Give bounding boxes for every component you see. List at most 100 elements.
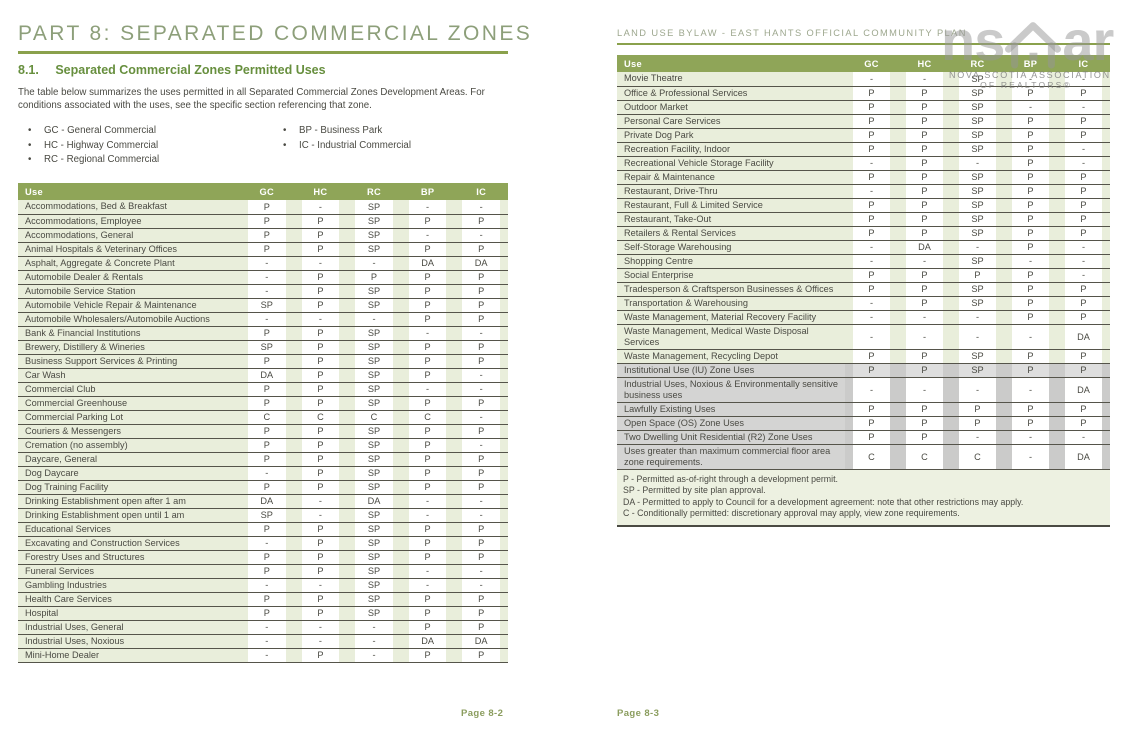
value-cell: DA (400, 634, 455, 649)
table-row: Commercial Parking Lot C C C C - (18, 410, 508, 425)
value-cell: P (400, 536, 455, 551)
column-header: IC (454, 183, 508, 200)
value-cell: P (898, 212, 951, 227)
value-cell: C (951, 444, 1004, 470)
use-cell: Business Support Services & Printing (18, 354, 240, 369)
value-cell: P (240, 452, 294, 467)
value-cell: - (845, 310, 898, 325)
zone-abbreviation-item: • BP - Business Park (283, 125, 411, 136)
table-row: Uses greater than maximum commercial flo… (617, 444, 1110, 470)
use-cell: Drinking Establishment open after 1 am (18, 494, 240, 509)
table-row: Social Enterprise P P P P - (617, 268, 1110, 283)
value-cell: - (1004, 377, 1057, 403)
table-row: Mini-Home Dealer - P - P P (18, 648, 508, 663)
table-row: Accommodations, General P P SP - - (18, 228, 508, 243)
table-row: Movie Theatre - - SP - - (617, 72, 1110, 87)
value-cell: P (1057, 128, 1110, 143)
section-heading: 8.1. Separated Commercial Zones Permitte… (18, 63, 508, 77)
value-cell: C (898, 444, 951, 470)
use-cell: Commercial Club (18, 382, 240, 397)
value-cell: - (293, 200, 348, 215)
value-cell: - (240, 312, 294, 327)
value-cell: - (951, 430, 1004, 445)
table-row: Automobile Wholesalers/Automobile Auctio… (18, 312, 508, 327)
value-cell: P (845, 212, 898, 227)
value-cell: P (293, 648, 348, 663)
use-cell: Social Enterprise (617, 268, 845, 283)
page-title: PART 8: SEPARATED COMMERCIAL ZONES (18, 22, 533, 45)
table-row: Waste Management, Medical Waste Disposal… (617, 324, 1110, 350)
table-row: Excavating and Construction Services - P SP… (18, 536, 508, 551)
value-cell: SP (347, 214, 401, 229)
value-cell: P (1057, 363, 1110, 378)
value-cell: - (1057, 156, 1110, 171)
value-cell: P (1004, 128, 1057, 143)
value-cell: P (293, 298, 348, 313)
legend-note: DA - Permitted to apply to Council for a… (623, 496, 1024, 507)
value-cell: C (293, 410, 348, 425)
table-row: Automobile Dealer & Rentals - P P P P (18, 270, 508, 285)
table-row: Waste Management, Material Recovery Faci… (617, 310, 1110, 325)
value-cell: P (454, 340, 508, 355)
value-cell: SP (347, 354, 401, 369)
value-cell: - (240, 256, 294, 271)
value-cell: DA (454, 256, 508, 271)
value-cell: SP (951, 72, 1004, 87)
use-cell: Daycare, General (18, 452, 240, 467)
value-cell: P (400, 620, 455, 635)
header-rule (617, 43, 1110, 45)
value-cell: DA (898, 240, 951, 255)
table-row: Outdoor Market P P SP - - (617, 100, 1110, 115)
value-cell: - (454, 494, 508, 509)
value-cell: P (400, 284, 455, 299)
value-cell: P (240, 326, 294, 341)
value-cell: SP (347, 284, 401, 299)
zone-abbreviation-label: RC - Regional Commercial (44, 154, 160, 165)
bullet-icon: • (283, 125, 287, 136)
value-cell: SP (347, 438, 401, 453)
table-row: Personal Care Services P P SP P P (617, 114, 1110, 129)
value-cell: - (347, 312, 401, 327)
use-cell: Accommodations, General (18, 228, 240, 243)
value-cell: SP (347, 326, 401, 341)
value-cell: P (293, 368, 348, 383)
value-cell: - (240, 634, 294, 649)
value-cell: SP (951, 349, 1004, 364)
table-row: Automobile Vehicle Repair & Maintenance S… (18, 298, 508, 313)
value-cell: - (400, 200, 455, 215)
value-cell: P (240, 550, 294, 565)
value-cell: SP (347, 592, 401, 607)
value-cell: P (240, 522, 294, 537)
value-cell: SP (347, 340, 401, 355)
table-row: Open Space (OS) Zone Uses P P P P P (617, 416, 1110, 431)
value-cell: P (1057, 86, 1110, 101)
value-cell: - (400, 326, 455, 341)
table-row: Repair & Maintenance P P SP P P (617, 170, 1110, 185)
use-cell: Accommodations, Bed & Breakfast (18, 200, 240, 215)
table-row: Restaurant, Full & Limited Service P P SP P P (617, 198, 1110, 213)
value-cell: - (293, 578, 348, 593)
value-cell: SP (951, 142, 1004, 157)
bullet-icon: • (28, 139, 32, 151)
value-cell: P (898, 170, 951, 185)
table-row: Retailers & Rental Services P P SP P P (617, 226, 1110, 241)
column-header: RC (347, 183, 401, 200)
column-header: Use (617, 55, 845, 72)
table-header: Use GC HC RC BP IC (18, 183, 508, 200)
value-cell: SP (347, 606, 401, 621)
value-cell: P (240, 606, 294, 621)
value-cell: SP (347, 480, 401, 495)
value-cell: P (400, 592, 455, 607)
column-header: HC (898, 55, 951, 72)
value-cell: SP (347, 424, 401, 439)
use-cell: Car Wash (18, 368, 240, 383)
use-cell: Restaurant, Take-Out (617, 212, 845, 227)
value-cell: - (1004, 444, 1057, 470)
value-cell: - (1004, 430, 1057, 445)
zone-abbreviation-column-left: • GC - General Commercial • HC - Highway Co… (18, 125, 273, 169)
value-cell: - (951, 324, 1004, 350)
use-cell: Institutional Use (IU) Zone Uses (617, 363, 845, 378)
value-cell: SP (347, 508, 401, 523)
use-cell: Industrial Uses, Noxious & Environmental… (617, 377, 845, 403)
value-cell: SP (347, 536, 401, 551)
